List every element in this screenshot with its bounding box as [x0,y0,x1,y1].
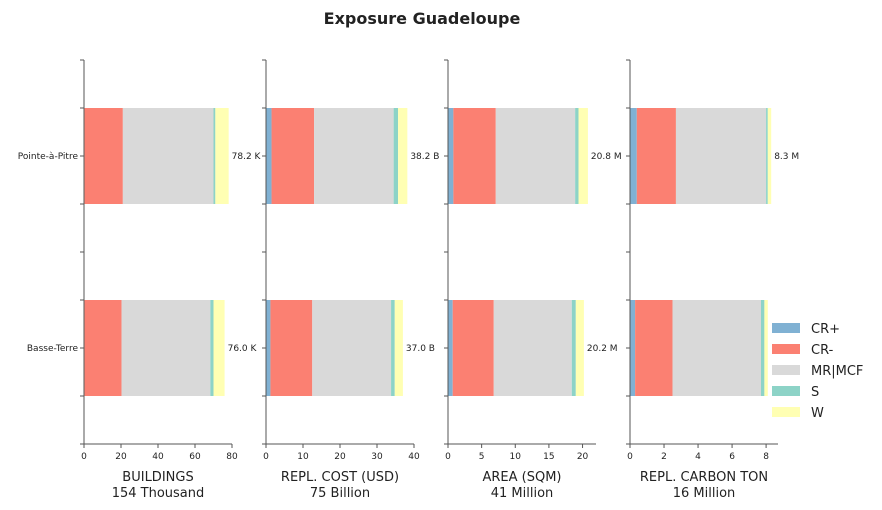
x-tick-label: 80 [226,452,238,462]
panel-2: 38.2 B 37.0 B 0 10 20 30 40 REPL. COST (USD)75 … [262,59,439,501]
x-tick-label: 10 [510,452,522,462]
legend-label: S [811,385,819,400]
bar-segment-cr--2 [448,300,453,396]
legend-swatch [772,365,800,375]
bar-segment-cr--1 [630,108,637,204]
bar-segment-w-1 [398,108,408,204]
category-label: Basse-Terre [27,344,79,354]
x-axis-label: REPL. COST (USD) [281,470,399,485]
x-tick-label: 0 [263,452,269,462]
panel-total-subtitle: 16 Million [673,486,736,501]
bar-segment-cr--2 [84,300,122,396]
total-label: 38.2 B [410,152,439,162]
x-tick-label: 40 [408,452,420,462]
x-tick-label: 0 [445,452,451,462]
legend-swatch [772,407,800,417]
x-tick-label: 20 [115,452,127,462]
legend: CR+ CR- MR|MCF SW [772,322,863,421]
bar-segment-s-1 [393,108,399,204]
bar-segment-w-2 [764,300,768,396]
bar-segment-mr-mcf-2 [493,300,572,396]
bar-segment-cr--2 [266,300,271,396]
bar-segment-s-1 [575,108,579,204]
legend-label: CR- [811,343,834,358]
total-label: 20.8 M [591,152,622,162]
x-tick-label: 0 [81,452,87,462]
legend-label: W [811,406,824,421]
category-label: Pointe-à-Pitre [18,152,79,162]
bar-segment-cr--1 [636,108,676,204]
bar-segment-s-2 [391,300,395,396]
x-tick-label: 2 [661,452,667,462]
x-tick-label: 5 [479,452,485,462]
bar-segment-s-1 [213,108,216,204]
panel-total-subtitle: 154 Thousand [112,486,205,501]
bar-segment-cr--2 [630,300,636,396]
x-tick-label: 15 [543,452,554,462]
bar-segment-w-1 [578,108,588,204]
x-tick-label: 0 [627,452,633,462]
total-label: 78.2 K [232,152,262,162]
legend-swatch [772,323,800,333]
bar-segment-mr-mcf-2 [672,300,761,396]
x-tick-label: 30 [371,452,383,462]
x-axis-label: AREA (SQM) [482,470,561,485]
bar-segment-mr-mcf-1 [495,108,576,204]
chart-title: Exposure Guadeloupe [324,9,521,28]
panel-total-subtitle: 75 Billion [310,486,370,501]
bar-segment-w-2 [213,300,225,396]
x-axis-label: REPL. CARBON TON [640,470,768,485]
x-tick-label: 6 [729,452,735,462]
panel-total-subtitle: 41 Million [491,486,554,501]
legend-label: CR+ [811,322,840,337]
bar-segment-cr--1 [271,108,315,204]
legend-label: MR|MCF [811,364,863,379]
bar-segment-mr-mcf-2 [121,300,211,396]
legend-swatch [772,386,800,396]
bar-segment-cr--2 [452,300,494,396]
x-axis-label: BUILDINGS [122,470,193,485]
bar-segment-s-2 [760,300,765,396]
x-tick-label: 40 [152,452,164,462]
total-label: 76.0 K [228,344,258,354]
bar-segment-cr--1 [266,108,272,204]
bar-segment-s-2 [571,300,576,396]
x-tick-label: 4 [695,452,701,462]
x-tick-label: 60 [189,452,201,462]
bar-segment-s-1 [766,108,768,204]
total-label: 8.3 M [774,152,799,162]
x-tick-label: 10 [297,452,309,462]
bar-segment-w-2 [575,300,584,396]
bar-segment-mr-mcf-1 [675,108,767,204]
bar-segment-cr--2 [635,300,673,396]
x-tick-label: 20 [334,452,346,462]
bar-segment-w-2 [394,300,403,396]
bar-segment-mr-mcf-1 [314,108,394,204]
bar-segment-w-1 [767,108,772,204]
bar-segment-cr--2 [270,300,313,396]
bar-segment-s-2 [210,300,214,396]
x-tick-label: 20 [577,452,589,462]
panel-3: 20.8 M 20.2 M 0 5 10 15 20 AREA (SQM)41 Million [444,59,622,501]
total-label: 37.0 B [406,344,435,354]
bar-segment-w-1 [215,108,229,204]
bar-segment-cr--1 [448,108,454,204]
bar-segment-mr-mcf-1 [122,108,214,204]
x-tick-label: 8 [763,452,769,462]
legend-swatch [772,344,800,354]
bar-segment-cr--1 [453,108,496,204]
total-label: 20.2 M [587,344,618,354]
bar-segment-mr-mcf-2 [312,300,392,396]
bar-segment-cr--1 [84,108,123,204]
